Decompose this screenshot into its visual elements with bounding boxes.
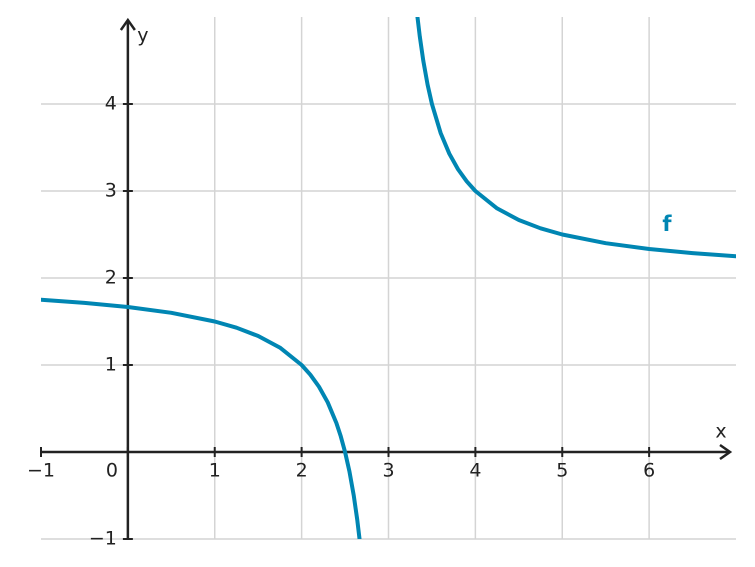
x-tick-label: 3 — [382, 460, 394, 482]
y-axis-arrow — [119, 17, 136, 31]
x-tick-label: 5 — [556, 460, 568, 482]
x-axis-label: x — [715, 421, 726, 443]
function-curve — [41, 17, 736, 539]
y-tick-label: 1 — [105, 354, 117, 376]
series-label: f — [662, 212, 672, 236]
x-tick-label: −1 — [27, 460, 55, 482]
x-tick-label: 2 — [296, 460, 308, 482]
x-tick-label: 6 — [643, 460, 655, 482]
x-axis-arrow — [719, 443, 733, 461]
y-tick-label: 2 — [105, 267, 117, 289]
y-axis-label: y — [137, 25, 148, 47]
x-tick-label: 1 — [209, 460, 221, 482]
y-tick-label: 3 — [105, 180, 117, 202]
x-tick-label: 4 — [469, 460, 481, 482]
x-tick-label: 0 — [106, 460, 118, 482]
y-tick-label: 4 — [105, 93, 117, 115]
y-tick-label: −1 — [89, 528, 117, 550]
